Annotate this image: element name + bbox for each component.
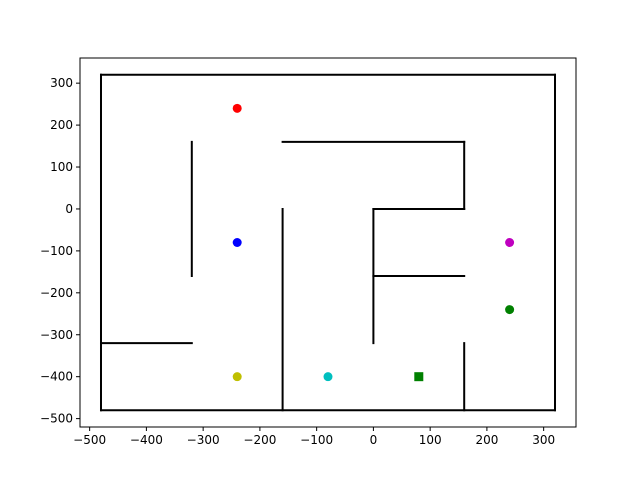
circle-marker-3: [323, 372, 333, 382]
y-tick-label: 100: [50, 160, 73, 174]
maze-walls: [99, 73, 557, 412]
x-tick-label: −200: [243, 433, 276, 447]
y-tick-label: −100: [40, 244, 73, 258]
x-tick-label: 200: [475, 433, 498, 447]
circle-marker-1: [232, 238, 242, 247]
circle-marker-2: [232, 372, 242, 382]
circle-marker-0: [232, 103, 242, 113]
x-tick-label: 300: [532, 433, 555, 447]
y-tick-label: 200: [50, 118, 73, 132]
x-tick-label: −500: [73, 433, 106, 447]
x-tick-label: −300: [187, 433, 220, 447]
x-axis-ticks: −500 −400 −300 −200 −100 0 100 200 300: [73, 427, 555, 447]
x-tick-label: −400: [130, 433, 163, 447]
circle-marker-5: [505, 238, 515, 247]
y-tick-label: −400: [40, 370, 73, 384]
y-tick-label: −200: [40, 286, 73, 300]
x-tick-label: −100: [300, 433, 333, 447]
y-tick-label: 300: [50, 76, 73, 90]
x-tick-label: 0: [370, 433, 378, 447]
circle-marker-6: [505, 305, 515, 315]
square-marker-4: [414, 372, 424, 382]
y-tick-label: 0: [65, 202, 73, 216]
x-tick-label: 100: [419, 433, 442, 447]
y-axis-ticks: −500 −400 −300 −200 −100 0 100 200 300: [40, 76, 80, 426]
axes-frame: [79, 57, 577, 428]
markers: [232, 103, 515, 382]
y-tick-label: −500: [40, 412, 73, 426]
y-tick-label: −300: [40, 328, 73, 342]
